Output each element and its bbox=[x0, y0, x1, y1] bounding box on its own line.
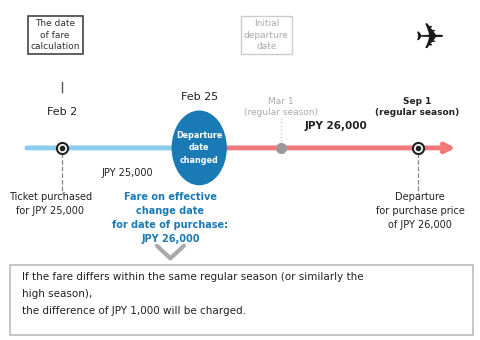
FancyBboxPatch shape bbox=[10, 265, 473, 335]
Text: Feb 2: Feb 2 bbox=[47, 107, 78, 117]
Text: If the fare differs within the same regular season (or similarly the
high season: If the fare differs within the same regu… bbox=[22, 272, 363, 317]
Ellipse shape bbox=[172, 110, 227, 185]
Text: Ticket purchased
for JPY 25,000: Ticket purchased for JPY 25,000 bbox=[9, 192, 92, 216]
Text: The date
of fare
calculation: The date of fare calculation bbox=[30, 19, 80, 51]
Text: Initial
departure
date: Initial departure date bbox=[244, 19, 289, 51]
Text: Departure
date
changed: Departure date changed bbox=[176, 131, 222, 165]
Text: JPY 25,000: JPY 25,000 bbox=[101, 168, 153, 178]
Text: ✈: ✈ bbox=[414, 22, 445, 56]
Text: JPY 26,000: JPY 26,000 bbox=[305, 121, 367, 131]
Text: Feb 25: Feb 25 bbox=[180, 92, 218, 102]
Text: Departure
for purchase price
of JPY 26,000: Departure for purchase price of JPY 26,0… bbox=[375, 192, 465, 230]
Text: Sep 1
(regular season): Sep 1 (regular season) bbox=[375, 97, 460, 117]
Text: Fare on effective
change date
for date of purchase:
JPY 26,000: Fare on effective change date for date o… bbox=[112, 192, 228, 244]
Text: Mar 1
(regular season): Mar 1 (regular season) bbox=[244, 97, 318, 117]
